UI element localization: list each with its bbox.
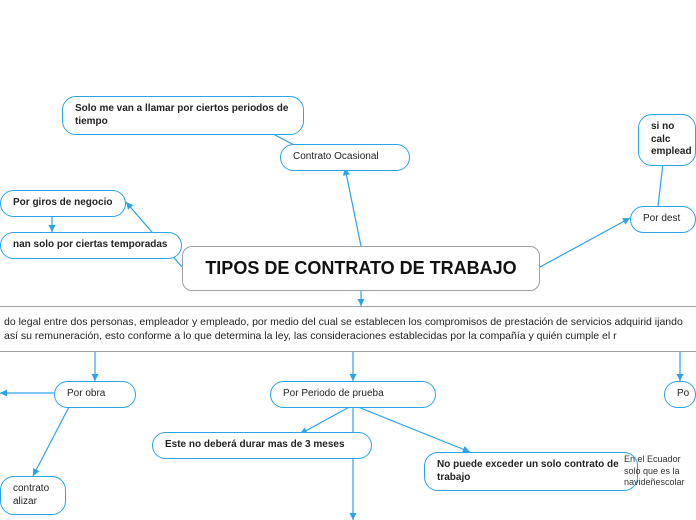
node-contrato-ocasional[interactable]: Contrato Ocasional — [280, 144, 410, 171]
text-ecuador: En el Ecuador solo que es la navideñesco… — [624, 454, 696, 489]
node-solo-llamar[interactable]: Solo me van a llamar por ciertos periodo… — [62, 96, 304, 135]
node-periodo-prueba[interactable]: Por Periodo de prueba — [270, 381, 436, 408]
node-po-right[interactable]: Po — [664, 381, 696, 408]
node-no-exceder[interactable]: No puede exceder un solo contrato de tra… — [424, 452, 638, 491]
node-por-giros[interactable]: Por giros de negocio — [0, 190, 126, 217]
node-contrato-bl[interactable]: contrato alizar — [0, 476, 66, 515]
node-si-no-calc[interactable]: si no calc emplead — [638, 114, 696, 166]
center-node[interactable]: TIPOS DE CONTRATO DE TRABAJO — [182, 246, 540, 291]
node-por-obra[interactable]: Por obra — [54, 381, 136, 408]
node-por-destajo[interactable]: Por dest — [630, 206, 696, 233]
description-band: do legal entre dos personas, empleador y… — [0, 306, 696, 352]
mindmap-canvas: TIPOS DE CONTRATO DE TRABAJO do legal en… — [0, 0, 696, 520]
node-tres-meses[interactable]: Este no deberá durar mas de 3 meses — [152, 432, 372, 459]
node-temporadas[interactable]: nan solo por ciertas temporadas — [0, 232, 182, 259]
